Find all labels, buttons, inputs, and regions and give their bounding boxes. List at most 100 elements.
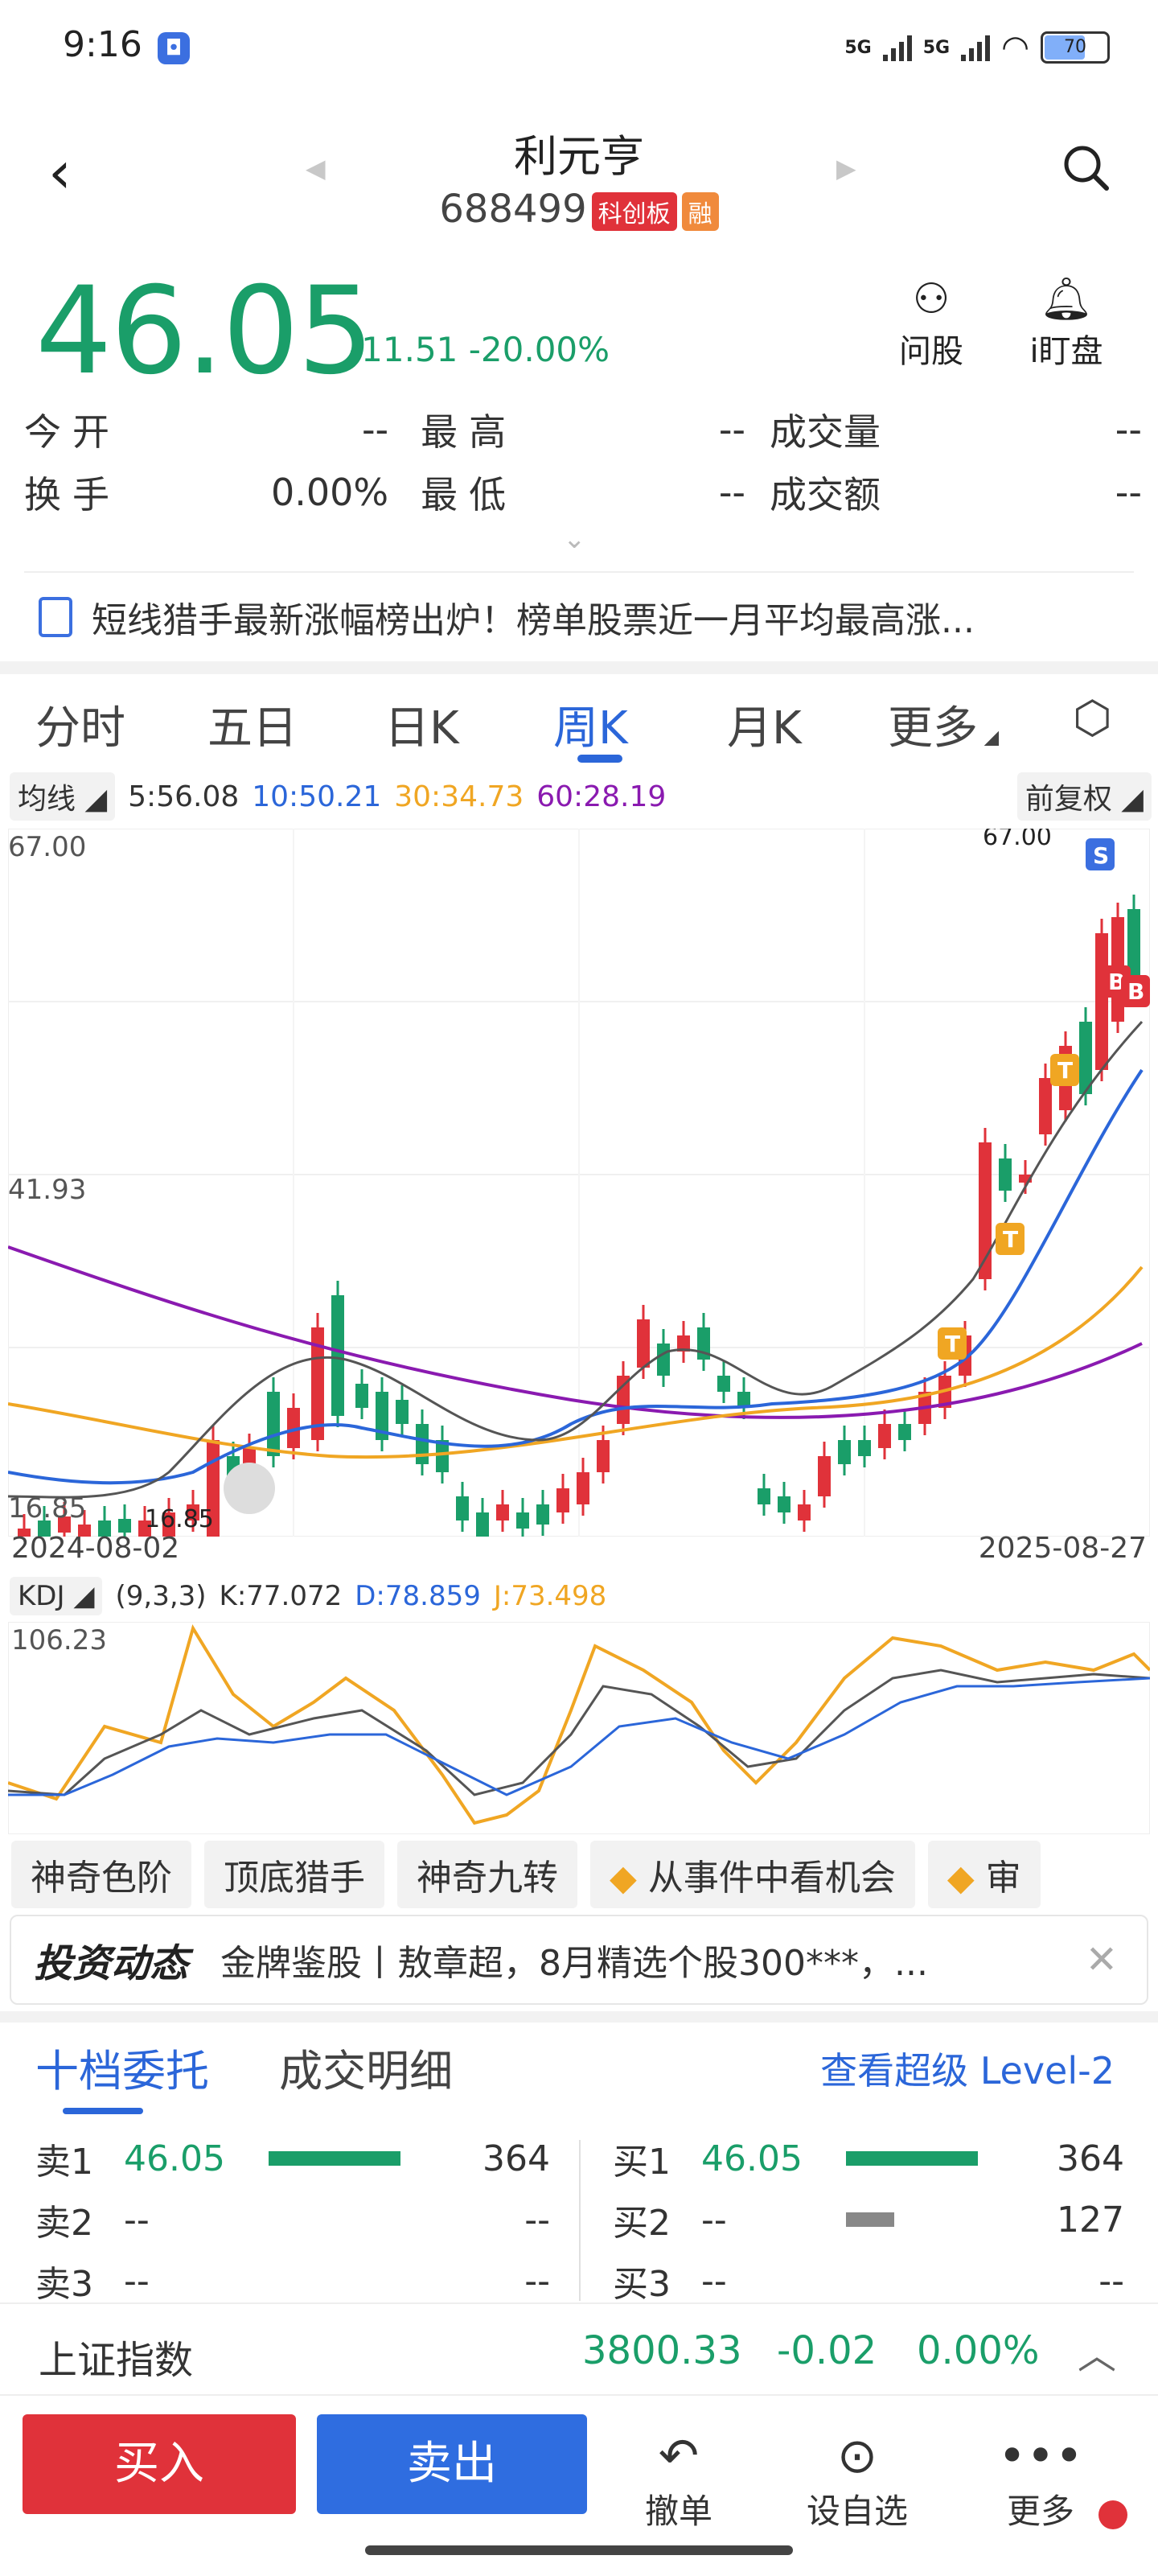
candle: [758, 1488, 770, 1504]
signal-icon: [882, 34, 912, 61]
tab-trade-details[interactable]: 成交明细: [279, 2046, 454, 2097]
ai-badge-icon[interactable]: [224, 1463, 275, 1514]
candle: [1019, 1175, 1032, 1183]
candle: [476, 1512, 489, 1537]
order-row: 买3 -- --: [613, 2250, 1124, 2311]
feature-tab-top-bottom[interactable]: 顶底猎手: [204, 1841, 384, 1908]
candle: [637, 1319, 650, 1368]
candle: [267, 1392, 280, 1456]
back-icon[interactable]: ‹: [48, 138, 72, 206]
candle: [1095, 933, 1108, 1070]
indicator-select[interactable]: 均线 ◢: [10, 772, 116, 821]
person-icon: ⚇: [912, 275, 951, 323]
close-icon[interactable]: ✕: [1085, 1937, 1118, 1982]
candle: [737, 1392, 750, 1408]
low-label: 最低: [421, 473, 518, 516]
amount-value: --: [1115, 471, 1142, 514]
chevron-up-icon[interactable]: ︿: [1078, 2333, 1117, 2378]
index-change: -0.02: [777, 2328, 877, 2373]
sell-orders: 卖1 46.05 364 卖2 -- -- 卖3 -- --: [35, 2128, 550, 2311]
open-value: --: [361, 408, 389, 451]
candle: [456, 1496, 469, 1520]
start-date: 2024-08-02: [11, 1532, 180, 1565]
tab-daily-k[interactable]: 日K: [384, 702, 459, 755]
feature-tab-more[interactable]: ◆ 审: [927, 1841, 1041, 1908]
kline-chart[interactable]: 67.00 41.93 16.85 67.00 16.85 S B B T T …: [8, 829, 1150, 1537]
kdj-j: J:73.498: [493, 1580, 607, 1612]
candle: [999, 1158, 1012, 1191]
index-bar[interactable]: 上证指数 3800.33 -0.02 0.00% ︿: [0, 2302, 1158, 2396]
feature-tab-events[interactable]: ◆ 从事件中看机会: [590, 1841, 915, 1908]
search-icon[interactable]: [1062, 143, 1110, 191]
sell2-vol: --: [524, 2199, 550, 2241]
candle: [1039, 1078, 1052, 1134]
alert-button[interactable]: 🔔︎ i盯盘: [1018, 274, 1115, 372]
signal-markers: S B B T T T: [938, 838, 1150, 1360]
invest-text: 金牌鉴股丨敖章超，8月精选个股300***，...: [220, 1943, 928, 1984]
tab-intraday[interactable]: 分时: [35, 702, 125, 755]
feature-tab-color-scale[interactable]: 神奇色阶: [11, 1841, 191, 1908]
level2-link[interactable]: 查看超级 Level-2: [820, 2049, 1115, 2092]
adjust-select[interactable]: 前复权 ◢: [1016, 772, 1152, 821]
feature-tab-nine-turn[interactable]: 神奇九转: [397, 1841, 577, 1908]
price-label-top: 67.00: [8, 831, 86, 863]
feature-tab-more-label: 审: [985, 1858, 1021, 1899]
index-name: 上证指数: [39, 2338, 194, 2383]
next-stock-icon[interactable]: ▶: [836, 153, 856, 183]
price-change: -11.51 -20.00%: [349, 330, 610, 369]
candle: [416, 1424, 429, 1464]
home-indicator[interactable]: [365, 2545, 793, 2555]
buy3-price: --: [701, 2260, 727, 2302]
news-banner[interactable]: 短线猎手最新涨幅榜出炉！榜单股票近一月平均最高涨...: [24, 571, 1134, 661]
tab-monthly-k[interactable]: 月K: [727, 702, 802, 755]
orderbook-tabs: 十档委托 成交明细: [35, 2035, 453, 2099]
candle: [838, 1440, 851, 1464]
signal-icon-2: [961, 34, 991, 61]
cancel-order-label: 撤单: [644, 2492, 712, 2531]
sell2-price: --: [124, 2199, 150, 2241]
price-label-low: 16.85: [8, 1492, 86, 1525]
candle: [597, 1440, 610, 1472]
current-price: 46.05: [35, 261, 374, 401]
status-icons: 5G 5G ◠ 70: [844, 29, 1110, 66]
clock: 9:16: [63, 24, 142, 65]
prev-stock-icon[interactable]: ◀: [306, 153, 326, 183]
tab-more[interactable]: 更多 ◢: [888, 702, 1000, 755]
tab-weekly-k[interactable]: 周K: [553, 702, 628, 755]
orderbook-tab-underline: [63, 2108, 143, 2114]
tab-more-label: 更多: [888, 702, 978, 755]
candle: [355, 1384, 368, 1408]
turnover-value: 0.00%: [271, 471, 389, 514]
invest-news-banner[interactable]: 投资动态 金牌鉴股丨敖章超，8月精选个股300***，... ✕: [10, 1915, 1148, 2005]
change-percent: -20.00%: [468, 330, 610, 369]
change-value: -11.51: [349, 330, 458, 369]
expand-chevron-icon[interactable]: ⌄: [563, 523, 586, 555]
candle: [118, 1519, 131, 1533]
ellipsis-circle-icon: ⊙: [836, 2428, 878, 2484]
ask-stock-button[interactable]: ⚇ 问股: [883, 274, 979, 372]
candle: [677, 1335, 690, 1352]
kdj-chart[interactable]: 106.23: [8, 1622, 1150, 1834]
tab-orderbook[interactable]: 十档委托: [35, 2046, 209, 2097]
more-button[interactable]: ••• 更多: [984, 2428, 1097, 2533]
candle: [818, 1456, 831, 1496]
sell-button[interactable]: 卖出: [317, 2414, 587, 2514]
buy-button[interactable]: 买入: [23, 2414, 296, 2514]
tab-five-day[interactable]: 五日: [207, 702, 298, 755]
battery-icon: 70: [1041, 31, 1110, 64]
candle: [878, 1424, 891, 1448]
kdj-select[interactable]: KDJ ◢: [10, 1577, 103, 1615]
amount-label: 成交额: [770, 473, 881, 516]
cancel-order-button[interactable]: ↶ 撤单: [622, 2428, 735, 2533]
candle: [187, 1504, 199, 1520]
index-value: 3800.33: [582, 2328, 742, 2373]
add-watchlist-button[interactable]: ⊙ 设自选: [801, 2428, 914, 2533]
candle: [396, 1400, 409, 1424]
svg-text:S: S: [1093, 842, 1109, 869]
bell-icon: 🔔︎: [1039, 275, 1093, 323]
price-label-mid: 41.93: [8, 1174, 86, 1206]
buy3-label: 买3: [613, 2264, 671, 2305]
max-price-marker: 67.00: [983, 829, 1052, 851]
settings-icon[interactable]: ⬡: [1073, 692, 1112, 744]
kdj-select-label: KDJ: [18, 1580, 65, 1612]
